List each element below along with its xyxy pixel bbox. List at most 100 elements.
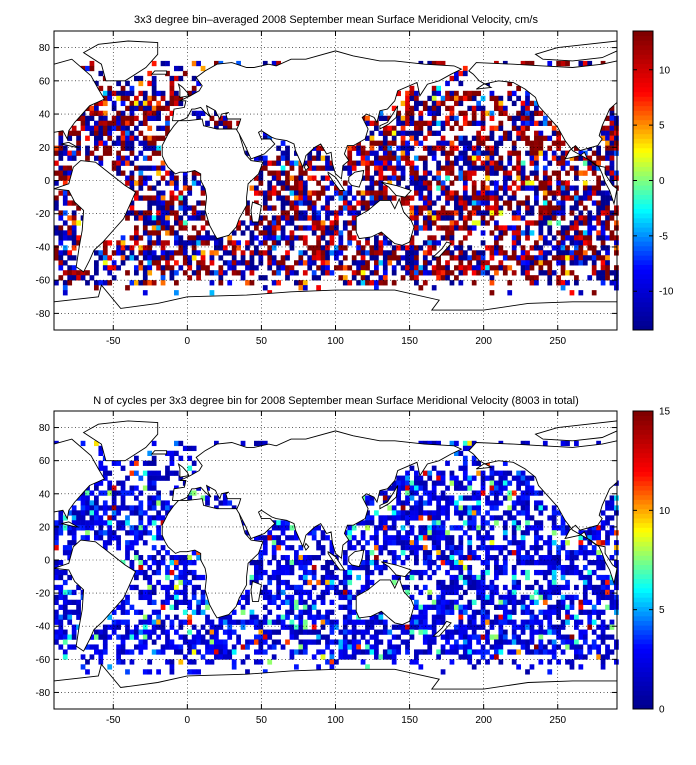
data-cell [125, 136, 130, 141]
data-cell [210, 270, 215, 275]
data-cell [347, 190, 352, 195]
data-cell [210, 290, 215, 295]
data-cell [481, 230, 486, 235]
data-cell [112, 530, 117, 535]
data-cell [525, 476, 530, 481]
x-tick-label: 50 [256, 336, 268, 347]
data-cell [432, 121, 437, 126]
data-cell [107, 280, 112, 285]
data-cell [338, 639, 343, 644]
data-cell [343, 590, 348, 595]
data-cell [516, 96, 521, 101]
data-cell [134, 76, 139, 81]
data-cell [361, 565, 366, 570]
data-cell [147, 495, 152, 500]
data-cell [338, 190, 343, 195]
data-cell [614, 644, 619, 649]
data-cell [214, 654, 219, 659]
data-cell [467, 230, 472, 235]
data-cell [156, 146, 161, 151]
data-cell [125, 131, 130, 136]
data-cell [436, 260, 441, 265]
data-cell [81, 505, 86, 510]
data-cell [170, 195, 175, 200]
data-cell [276, 595, 281, 600]
data-cell [592, 255, 597, 260]
data-cell [147, 555, 152, 560]
data-cell [165, 659, 170, 664]
data-cell [267, 250, 272, 255]
data-cell [241, 659, 246, 664]
data-cell [481, 136, 486, 141]
data-cell [445, 495, 450, 500]
data-cell [427, 131, 432, 136]
data-cell [134, 540, 139, 545]
data-cell [547, 176, 552, 181]
data-cell [361, 205, 366, 210]
data-cell [432, 131, 437, 136]
data-cell [485, 565, 490, 570]
data-cell [196, 250, 201, 255]
data-cell [490, 635, 495, 640]
data-cell [463, 255, 468, 260]
data-cell [467, 91, 472, 96]
data-cell [178, 644, 183, 649]
data-cell [54, 630, 59, 635]
data-cell [267, 190, 272, 195]
data-cell [285, 255, 290, 260]
data-cell [58, 605, 63, 610]
data-cell [196, 215, 201, 220]
data-cell [330, 620, 335, 625]
data-cell [458, 245, 463, 250]
data-cell [321, 230, 326, 235]
data-cell [90, 61, 95, 66]
data-cell [90, 505, 95, 510]
data-cell [423, 510, 428, 515]
data-cell [432, 495, 437, 500]
data-cell [245, 639, 250, 644]
data-cell [405, 161, 410, 166]
data-cell [94, 515, 99, 520]
data-cell [512, 225, 517, 230]
data-cell [241, 250, 246, 255]
data-cell [552, 580, 557, 585]
data-cell [565, 615, 570, 620]
data-cell [347, 210, 352, 215]
data-cell [227, 500, 232, 505]
data-cell [272, 205, 277, 210]
data-cell [334, 575, 339, 580]
data-cell [98, 515, 103, 520]
data-cell [423, 555, 428, 560]
data-cell [263, 535, 268, 540]
data-cell [410, 260, 415, 265]
data-cell [401, 500, 406, 505]
data-cell [481, 575, 486, 580]
data-cell [285, 580, 290, 585]
data-cell [476, 190, 481, 195]
data-cell [156, 530, 161, 535]
data-cell [361, 265, 366, 270]
data-cell [561, 190, 566, 195]
data-cell [614, 505, 619, 510]
data-cell [330, 195, 335, 200]
data-cell [258, 156, 263, 161]
data-cell [414, 625, 419, 630]
data-cell [281, 156, 286, 161]
data-cell [272, 280, 277, 285]
data-cell [312, 575, 317, 580]
data-cell [561, 649, 566, 654]
data-cell [170, 585, 175, 590]
data-cell [556, 630, 561, 635]
data-cell [432, 615, 437, 620]
data-cell [418, 505, 423, 510]
data-cell [463, 71, 468, 76]
colorbar-segment [633, 662, 653, 667]
data-cell [472, 185, 477, 190]
data-cell [201, 200, 206, 205]
data-cell [516, 495, 521, 500]
data-cell [601, 200, 606, 205]
data-cell [512, 181, 517, 186]
data-cell [152, 195, 157, 200]
data-cell [436, 476, 441, 481]
data-cell [307, 570, 312, 575]
